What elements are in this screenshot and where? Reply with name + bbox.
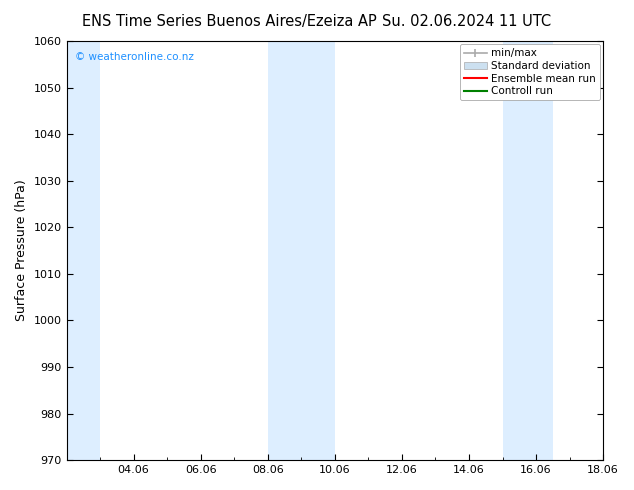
Text: Su. 02.06.2024 11 UTC: Su. 02.06.2024 11 UTC [382, 14, 552, 29]
Y-axis label: Surface Pressure (hPa): Surface Pressure (hPa) [15, 180, 28, 321]
Text: © weatheronline.co.nz: © weatheronline.co.nz [75, 51, 193, 62]
Bar [503, 41, 553, 460]
Bar [67, 41, 100, 460]
Text: ENS Time Series Buenos Aires/Ezeiza AP: ENS Time Series Buenos Aires/Ezeiza AP [82, 14, 377, 29]
Bar [268, 41, 335, 460]
Legend: min/max, Standard deviation, Ensemble mean run, Controll run: min/max, Standard deviation, Ensemble me… [460, 44, 600, 100]
